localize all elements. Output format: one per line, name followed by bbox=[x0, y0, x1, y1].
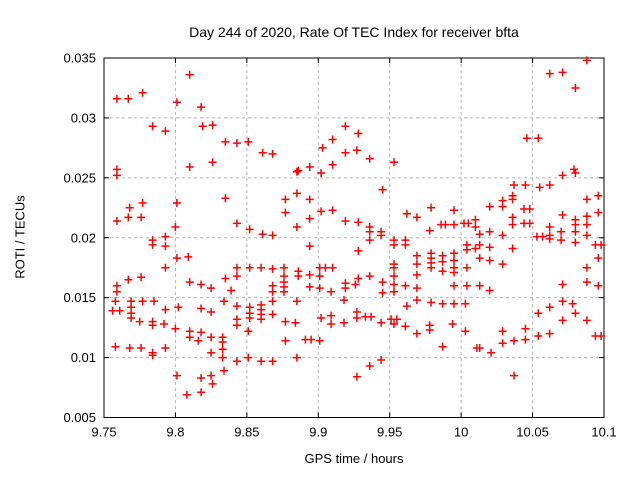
svg-text:9.85: 9.85 bbox=[234, 425, 259, 440]
svg-text:10.1: 10.1 bbox=[591, 425, 616, 440]
chart-title: Day 244 of 2020, Rate Of TEC Index for r… bbox=[189, 24, 519, 40]
svg-text:9.8: 9.8 bbox=[166, 425, 184, 440]
svg-text:0.025: 0.025 bbox=[63, 170, 96, 185]
x-axis-label: GPS time / hours bbox=[304, 451, 404, 466]
svg-text:9.75: 9.75 bbox=[91, 425, 116, 440]
svg-text:10: 10 bbox=[454, 425, 468, 440]
svg-text:0.005: 0.005 bbox=[63, 410, 96, 425]
svg-text:9.9: 9.9 bbox=[309, 425, 327, 440]
svg-text:10.05: 10.05 bbox=[516, 425, 549, 440]
svg-text:0.03: 0.03 bbox=[71, 110, 96, 125]
svg-text:0.02: 0.02 bbox=[71, 230, 96, 245]
svg-text:0.01: 0.01 bbox=[71, 350, 96, 365]
svg-text:9.95: 9.95 bbox=[377, 425, 402, 440]
data-points bbox=[108, 56, 606, 399]
svg-text:0.035: 0.035 bbox=[63, 51, 96, 66]
svg-text:0.015: 0.015 bbox=[63, 290, 96, 305]
